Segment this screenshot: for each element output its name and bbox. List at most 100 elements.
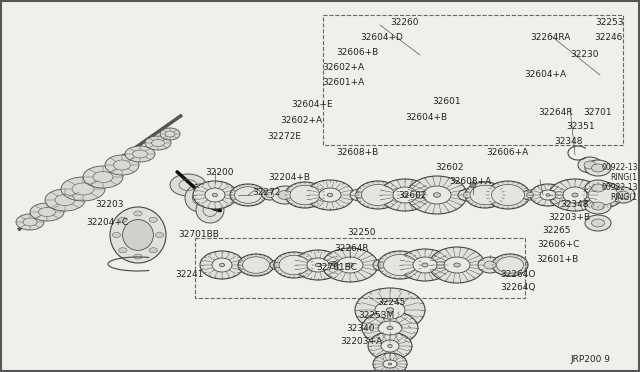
Text: 32264R: 32264R (334, 244, 369, 253)
Text: RING(1): RING(1) (610, 173, 640, 182)
Ellipse shape (530, 184, 566, 206)
Ellipse shape (362, 311, 418, 345)
Ellipse shape (337, 257, 363, 273)
Ellipse shape (378, 251, 422, 279)
Ellipse shape (379, 179, 431, 211)
Ellipse shape (381, 340, 399, 352)
Ellipse shape (478, 257, 502, 273)
Ellipse shape (591, 184, 605, 192)
Ellipse shape (617, 191, 629, 199)
Text: 32606+A: 32606+A (486, 148, 528, 157)
Ellipse shape (45, 189, 85, 211)
Ellipse shape (243, 257, 269, 273)
Ellipse shape (83, 166, 123, 188)
Ellipse shape (378, 321, 402, 335)
Ellipse shape (266, 192, 274, 198)
Text: 32245: 32245 (377, 298, 405, 307)
Ellipse shape (220, 263, 225, 267)
Ellipse shape (156, 232, 164, 237)
Text: 32272E: 32272E (267, 132, 301, 141)
Text: 32241: 32241 (175, 270, 204, 279)
Text: 32608+B: 32608+B (336, 148, 378, 157)
Text: 32348: 32348 (554, 137, 582, 146)
Ellipse shape (230, 184, 266, 206)
Ellipse shape (611, 187, 635, 203)
Text: 32602: 32602 (435, 163, 463, 172)
Ellipse shape (433, 193, 440, 197)
Text: 32348: 32348 (560, 200, 589, 209)
Ellipse shape (407, 176, 467, 214)
Ellipse shape (454, 263, 460, 267)
Text: 32606+B: 32606+B (336, 48, 378, 57)
Ellipse shape (134, 211, 142, 216)
Text: 32200: 32200 (205, 168, 234, 177)
Ellipse shape (212, 258, 232, 272)
Ellipse shape (484, 261, 496, 269)
Ellipse shape (322, 248, 378, 282)
Text: 00922-13200: 00922-13200 (601, 183, 640, 192)
Ellipse shape (584, 161, 596, 169)
Ellipse shape (123, 219, 154, 250)
Text: 32351: 32351 (566, 122, 595, 131)
Ellipse shape (234, 187, 262, 203)
Text: 32203+B: 32203+B (548, 213, 590, 222)
Text: 32272: 32272 (252, 188, 280, 197)
Ellipse shape (327, 193, 333, 197)
Ellipse shape (362, 185, 394, 205)
Ellipse shape (463, 192, 473, 198)
Text: 32204+B: 32204+B (268, 173, 310, 182)
Ellipse shape (170, 174, 206, 196)
Text: 32604+D: 32604+D (360, 33, 403, 42)
Text: 32606+C: 32606+C (537, 240, 579, 249)
Text: 32250: 32250 (347, 228, 376, 237)
Text: 32230: 32230 (570, 50, 598, 59)
Ellipse shape (125, 146, 155, 162)
Ellipse shape (497, 257, 524, 273)
Ellipse shape (274, 252, 314, 278)
Text: 32701: 32701 (583, 108, 612, 117)
Ellipse shape (118, 217, 127, 222)
Text: 32203: 32203 (95, 200, 124, 209)
Ellipse shape (583, 182, 623, 208)
Text: 32701BC: 32701BC (316, 263, 357, 272)
Ellipse shape (387, 326, 393, 330)
Ellipse shape (585, 198, 611, 214)
Ellipse shape (118, 248, 127, 253)
Ellipse shape (373, 259, 393, 271)
Ellipse shape (399, 249, 451, 281)
Ellipse shape (294, 250, 342, 280)
Ellipse shape (546, 194, 550, 196)
Ellipse shape (429, 247, 485, 283)
Ellipse shape (375, 301, 405, 319)
Text: 32601: 32601 (432, 97, 461, 106)
Ellipse shape (388, 363, 392, 365)
Text: 32602+A: 32602+A (280, 116, 322, 125)
Ellipse shape (522, 190, 538, 200)
Ellipse shape (492, 185, 525, 205)
Ellipse shape (160, 128, 180, 140)
Ellipse shape (591, 164, 605, 172)
Text: 32601+B: 32601+B (536, 255, 579, 264)
Ellipse shape (112, 232, 120, 237)
Text: 32264RA: 32264RA (530, 33, 570, 42)
Ellipse shape (193, 181, 237, 209)
Text: 32340: 32340 (346, 324, 374, 333)
Ellipse shape (486, 181, 530, 209)
Ellipse shape (465, 182, 505, 208)
Ellipse shape (526, 192, 534, 198)
Ellipse shape (549, 179, 601, 211)
Ellipse shape (149, 217, 157, 222)
Ellipse shape (572, 193, 578, 197)
Ellipse shape (149, 248, 157, 253)
Text: 32604+A: 32604+A (524, 70, 566, 79)
Ellipse shape (585, 180, 611, 196)
Ellipse shape (110, 207, 166, 263)
Text: 32264Q: 32264Q (500, 283, 536, 292)
Ellipse shape (145, 136, 171, 150)
Text: JRP200 9: JRP200 9 (570, 355, 610, 364)
Ellipse shape (274, 263, 282, 267)
Ellipse shape (458, 189, 478, 201)
Ellipse shape (307, 258, 329, 272)
Ellipse shape (355, 288, 425, 332)
Ellipse shape (378, 262, 388, 268)
